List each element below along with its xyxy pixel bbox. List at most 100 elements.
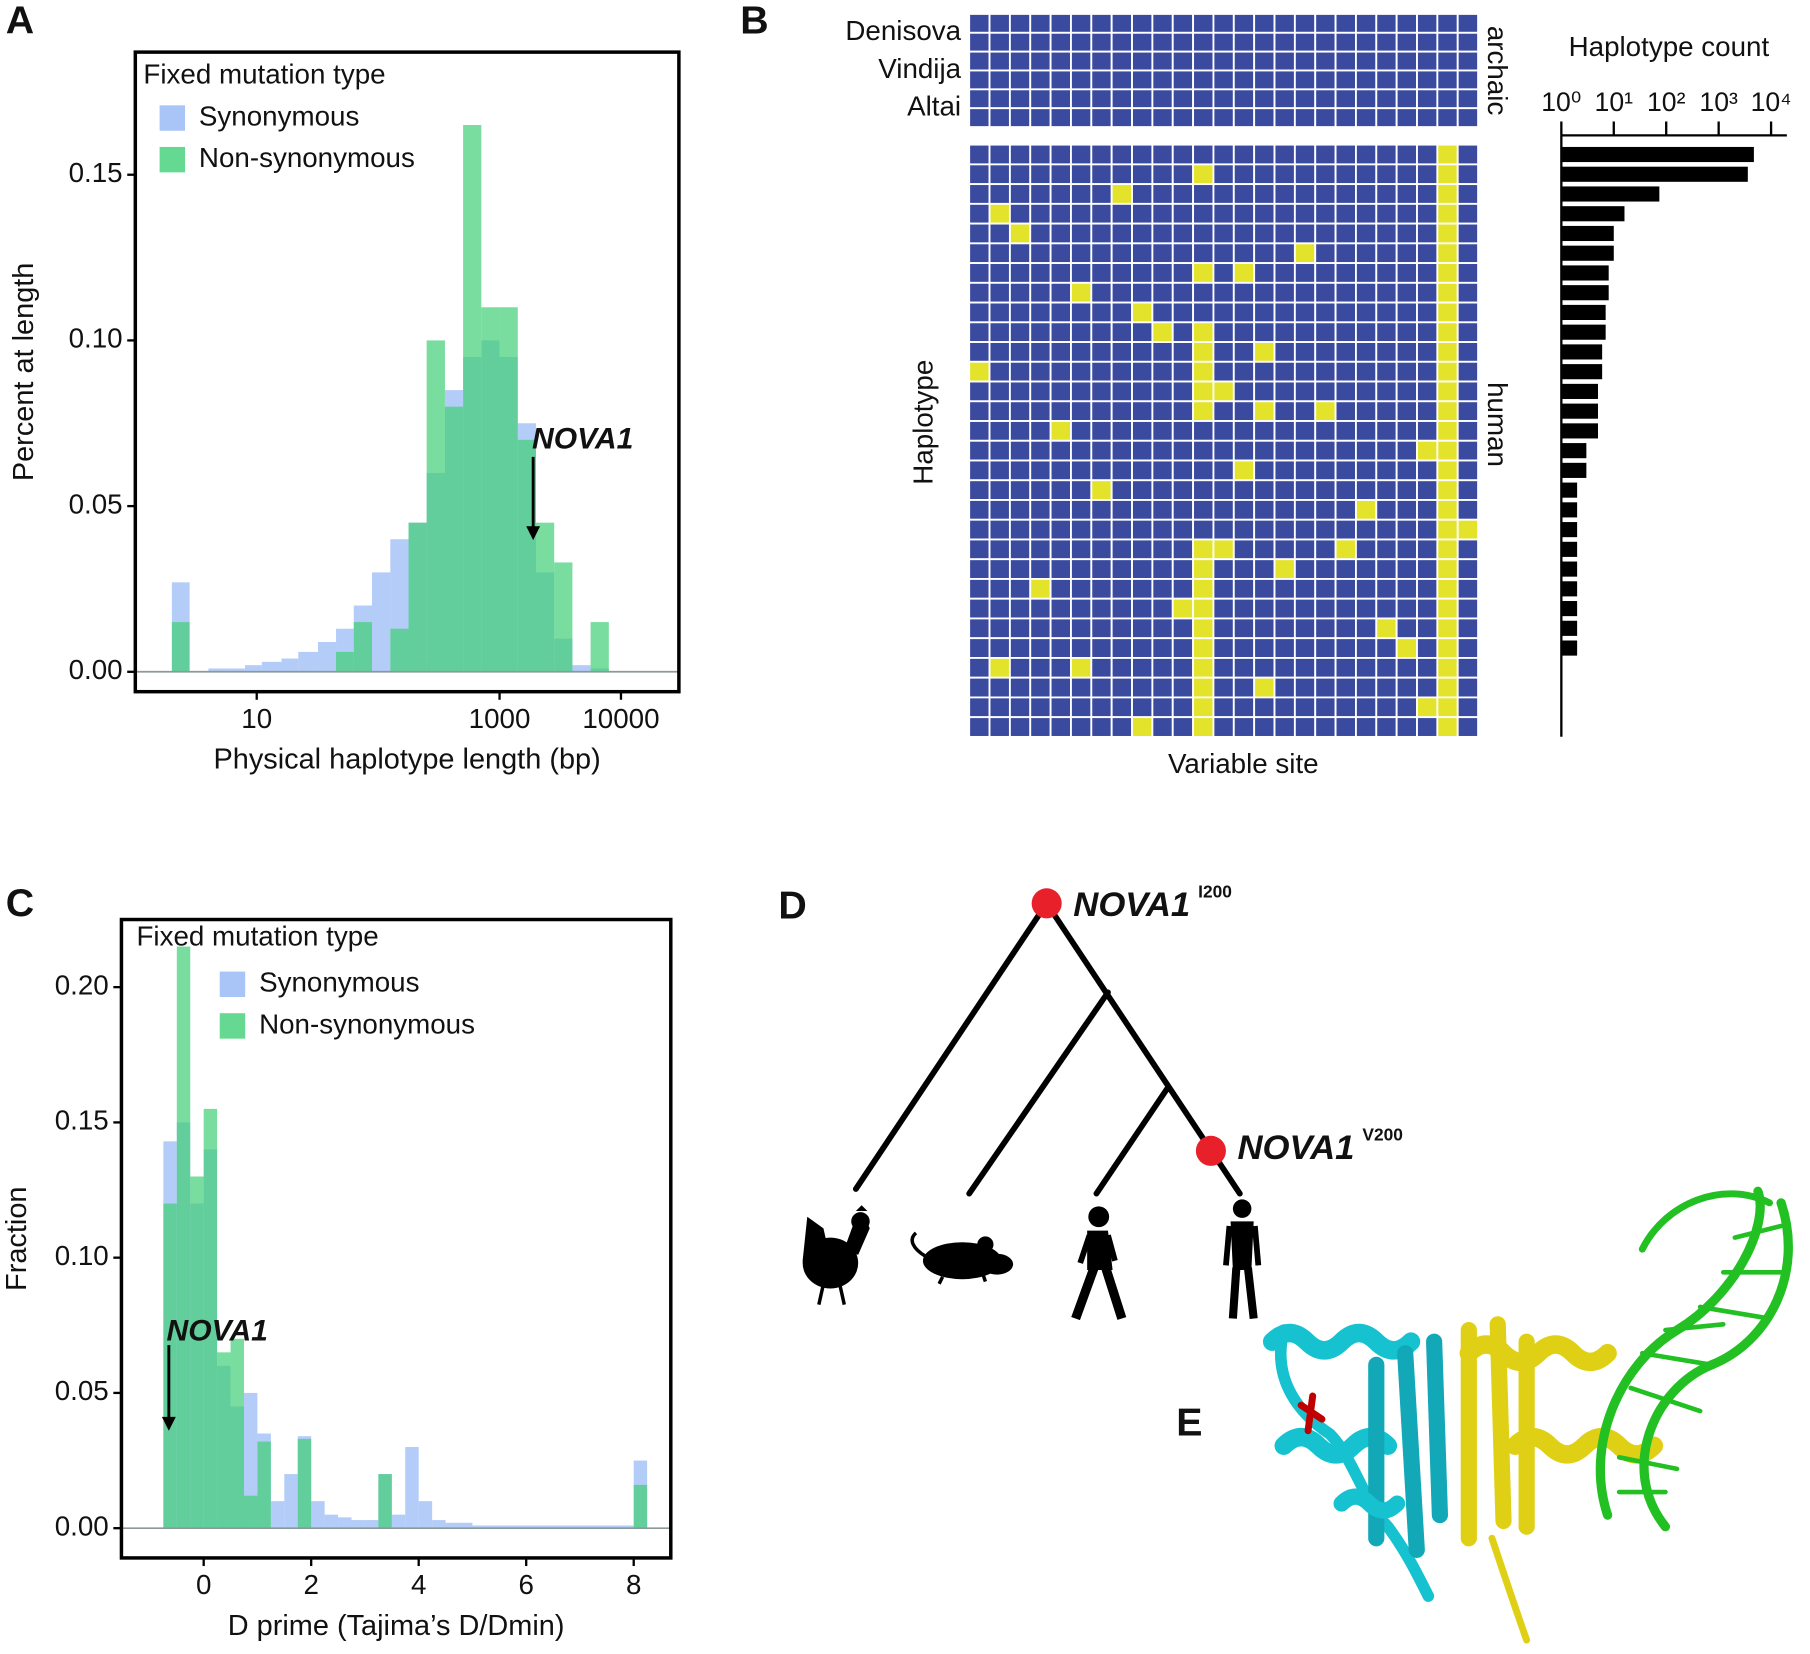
heatmap-cell bbox=[1049, 459, 1072, 482]
heatmap-cell bbox=[1253, 163, 1276, 186]
heatmap-cell bbox=[1151, 637, 1174, 659]
heatmap-cell bbox=[1171, 499, 1195, 521]
heatmap-cell bbox=[1151, 380, 1174, 403]
heatmap-cell bbox=[1273, 420, 1296, 442]
heatmap-cell bbox=[1049, 341, 1072, 363]
heatmap-cell bbox=[1375, 420, 1398, 442]
heatmap-cell bbox=[1253, 400, 1276, 422]
heatmap-cell bbox=[1314, 242, 1337, 265]
x-tick-label: 0 bbox=[196, 1569, 211, 1600]
heatmap-cell bbox=[1008, 558, 1032, 580]
heatmap-cell bbox=[1232, 578, 1256, 600]
heatmap-cell bbox=[1253, 242, 1276, 265]
chart-title: Haplotype count bbox=[1569, 31, 1770, 62]
heatmap-cell bbox=[1293, 88, 1317, 110]
heatmap-cell bbox=[1110, 183, 1133, 205]
heatmap-cell bbox=[1375, 222, 1398, 245]
heatmap-cell bbox=[968, 558, 991, 580]
heatmap-cell bbox=[988, 301, 1011, 324]
heatmap-cell bbox=[1131, 163, 1154, 186]
x-tick-label: 10⁴ bbox=[1751, 87, 1792, 117]
histogram-bar bbox=[318, 641, 337, 672]
heatmap-cell bbox=[1212, 696, 1235, 719]
heatmap-cell bbox=[1212, 88, 1235, 110]
heatmap-cell bbox=[1171, 50, 1195, 72]
heatmap-cell bbox=[1212, 321, 1235, 343]
heatmap-cell bbox=[1131, 262, 1154, 284]
heatmap-cell bbox=[1253, 301, 1276, 324]
heatmap-cell bbox=[1110, 479, 1133, 501]
x-tick-label: 10000 bbox=[582, 703, 659, 734]
branch bbox=[1093, 1084, 1172, 1197]
heatmap-cell bbox=[1192, 578, 1215, 600]
heatmap-cell bbox=[1395, 637, 1418, 659]
heatmap-cell bbox=[1293, 183, 1317, 205]
heatmap-cell bbox=[1355, 69, 1378, 91]
heatmap-cell bbox=[1090, 341, 1113, 363]
tree-node bbox=[1195, 1135, 1226, 1166]
heatmap-cell bbox=[1110, 143, 1133, 166]
heatmap-cell bbox=[1334, 202, 1357, 225]
heatmap-cell bbox=[1456, 360, 1479, 383]
bar bbox=[1561, 541, 1578, 557]
heatmap-cell bbox=[1192, 242, 1215, 265]
heatmap-cell bbox=[1395, 183, 1418, 205]
heatmap-cell bbox=[1456, 321, 1479, 343]
heatmap-cell bbox=[1355, 657, 1378, 679]
heatmap-cell bbox=[1456, 183, 1479, 205]
plot-frame bbox=[119, 917, 673, 1560]
heatmap-cell bbox=[968, 183, 991, 205]
heatmap-cell bbox=[1395, 380, 1418, 403]
heatmap-cell bbox=[1232, 637, 1256, 659]
heatmap-cell bbox=[1273, 69, 1296, 91]
heatmap-cell bbox=[1029, 558, 1052, 580]
heatmap-cell bbox=[1070, 107, 1093, 128]
heatmap-cell bbox=[1395, 262, 1418, 284]
heatmap-cell bbox=[1171, 163, 1195, 186]
heatmap-cell bbox=[988, 696, 1011, 719]
histogram-bar bbox=[526, 1525, 540, 1529]
histogram-bar bbox=[336, 651, 354, 672]
heatmap-cell bbox=[1151, 360, 1174, 383]
heatmap-cell bbox=[1070, 657, 1093, 679]
heatmap-cell bbox=[1293, 558, 1317, 580]
heatmap-cell bbox=[1212, 13, 1235, 34]
heatmap-cell bbox=[1395, 420, 1418, 442]
heatmap-cell bbox=[968, 538, 991, 561]
rna-backbone bbox=[1639, 1198, 1793, 1532]
heatmap-cell bbox=[1314, 262, 1337, 284]
tree bbox=[852, 900, 1243, 1197]
heatmap-cell bbox=[1192, 50, 1215, 72]
heatmap-cell bbox=[1192, 143, 1215, 166]
heatmap-cell bbox=[1232, 262, 1256, 284]
y-axis-label: Fraction bbox=[1, 1187, 33, 1291]
heatmap-cell bbox=[1090, 13, 1113, 34]
heatmap-cell bbox=[1273, 262, 1296, 284]
heatmap-cell bbox=[1008, 439, 1032, 462]
heatmap-cell bbox=[1232, 321, 1256, 343]
heatmap-cell bbox=[1436, 538, 1459, 561]
heatmap-cell bbox=[1171, 439, 1195, 462]
heatmap-cell bbox=[1090, 88, 1113, 110]
histogram-bar bbox=[554, 562, 573, 672]
heatmap-cell bbox=[1090, 499, 1113, 521]
heatmap-cell bbox=[1273, 321, 1296, 343]
heatmap-cell bbox=[1273, 696, 1296, 719]
histogram-bar bbox=[378, 1474, 392, 1529]
histogram-bar bbox=[444, 406, 464, 672]
heatmap-cell bbox=[1008, 69, 1032, 91]
heatmap-cell bbox=[1049, 31, 1072, 53]
heatmap-cell bbox=[1171, 88, 1195, 110]
heatmap-cell bbox=[1090, 262, 1113, 284]
heatmap-cell bbox=[1314, 50, 1337, 72]
histogram-bar bbox=[281, 658, 299, 672]
heatmap-cell bbox=[1436, 281, 1459, 304]
heatmap-cell bbox=[1253, 262, 1276, 284]
branch bbox=[966, 989, 1111, 1197]
heatmap-cell bbox=[1232, 420, 1256, 442]
heatmap-cell bbox=[1090, 301, 1113, 324]
heatmap-cell bbox=[968, 242, 991, 265]
heatmap-cell bbox=[1049, 262, 1072, 284]
heatmap-cell bbox=[1171, 31, 1195, 53]
